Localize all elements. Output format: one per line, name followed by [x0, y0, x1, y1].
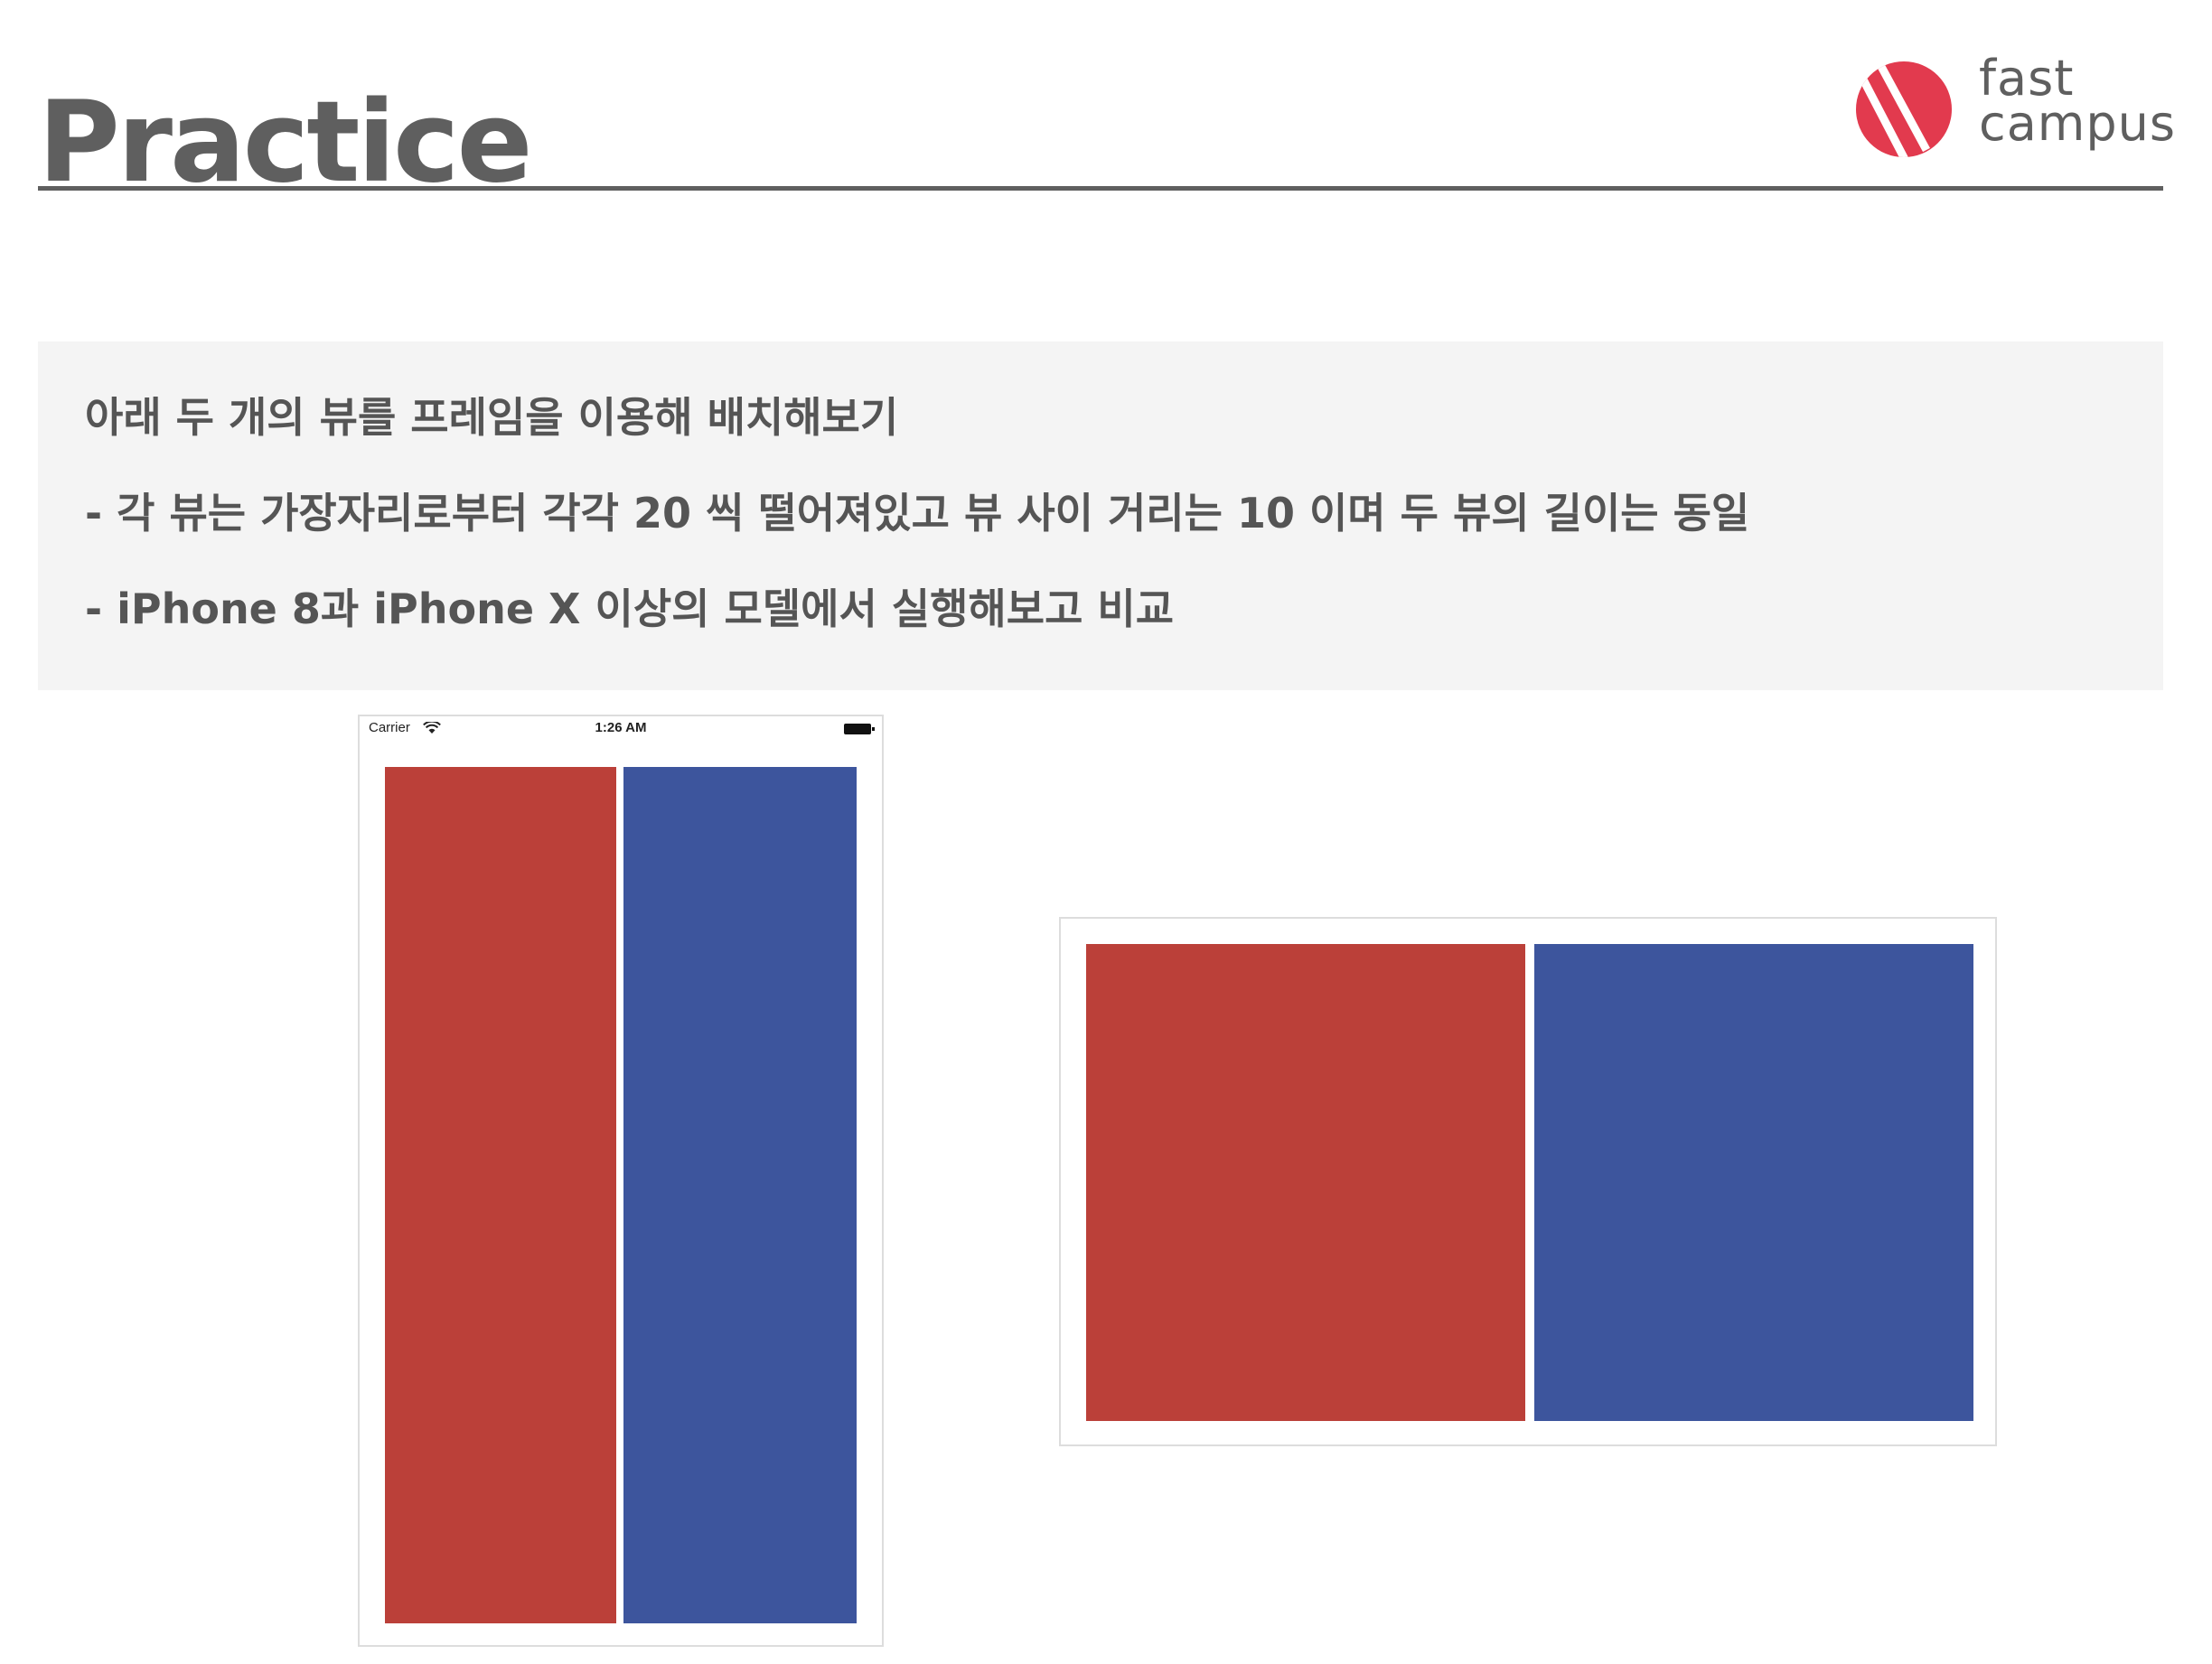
blue-view [623, 767, 857, 1623]
task-line-1: 아래 두 개의 뷰를 프레임을 이용해 배치해보기 [85, 393, 899, 442]
portrait-simulator-screenshot: Carrier 1:26 AM [358, 715, 884, 1647]
red-view [385, 767, 616, 1623]
fastcampus-logo-icon [1856, 61, 1952, 157]
logo-word-fast: fast [1979, 50, 2075, 107]
battery-icon [844, 724, 875, 734]
status-time: 1:26 AM [595, 720, 647, 735]
landscape-simulator-screenshot [1059, 917, 1997, 1446]
title-divider [38, 186, 2163, 191]
status-bar: Carrier 1:26 AM [360, 716, 882, 743]
red-view [1086, 944, 1525, 1421]
wifi-icon [423, 722, 441, 734]
task-line-2: - 각 뷰는 가장자리로부터 각각 20 씩 떨어져있고 뷰 사이 거리는 10… [85, 489, 1750, 538]
logo-wordmark: fast campus [1979, 50, 2177, 152]
blue-view [1534, 944, 1973, 1421]
carrier-label: Carrier [369, 720, 410, 735]
task-description-box: 아래 두 개의 뷰를 프레임을 이용해 배치해보기 - 각 뷰는 가장자리로부터… [38, 341, 2163, 690]
page-title: Practice [38, 78, 533, 208]
logo-word-campus: campus [1979, 95, 2177, 152]
fastcampus-logo: fast campus [1854, 50, 2179, 173]
task-line-3: - iPhone 8과 iPhone X 이상의 모델에서 실행해보고 비교 [85, 584, 1175, 633]
